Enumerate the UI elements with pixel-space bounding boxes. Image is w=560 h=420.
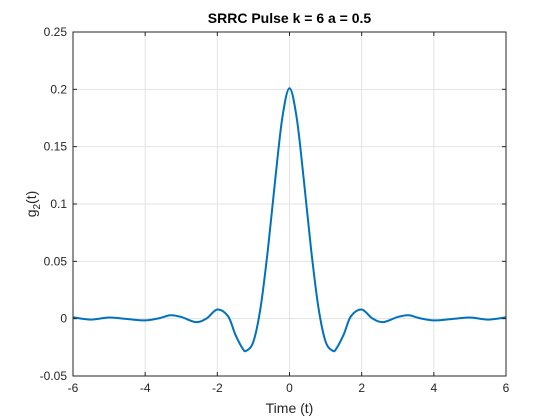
- x-axis-label: Time (t): [266, 400, 314, 416]
- ticks: -6 -4 -2 0 2 4 6 -0.05 0 0.05 0.1 0.15 0.2 0.25: [40, 25, 510, 395]
- x-tick-label: 6: [503, 381, 510, 395]
- grid: [73, 32, 506, 376]
- y-tick-label: 0.25: [44, 25, 68, 39]
- x-tick-label: 2: [358, 381, 365, 395]
- x-tick-label: -2: [212, 381, 223, 395]
- y-axis-label: g2(t): [23, 191, 43, 218]
- y-tick-label: 0.05: [44, 254, 68, 268]
- y-tick-label: 0.1: [50, 197, 67, 211]
- y-axis-label-main: g: [23, 209, 39, 217]
- chart-title: SRRC Pulse k = 6 a = 0.5: [208, 10, 372, 26]
- y-tick-label: -0.05: [40, 369, 68, 383]
- x-tick-label: 4: [430, 381, 437, 395]
- y-tick-label: 0: [60, 312, 67, 326]
- y-tick-label: 0.2: [50, 82, 67, 96]
- x-tick-label: 0: [286, 381, 293, 395]
- series-line: [72, 87, 507, 353]
- y-axis-label-subscript: 2: [32, 203, 43, 209]
- x-tick-label: -4: [140, 381, 151, 395]
- x-tick-label: -6: [68, 381, 79, 395]
- y-tick-label: 0.15: [44, 140, 68, 154]
- y-axis-label-tail: (t): [23, 191, 39, 204]
